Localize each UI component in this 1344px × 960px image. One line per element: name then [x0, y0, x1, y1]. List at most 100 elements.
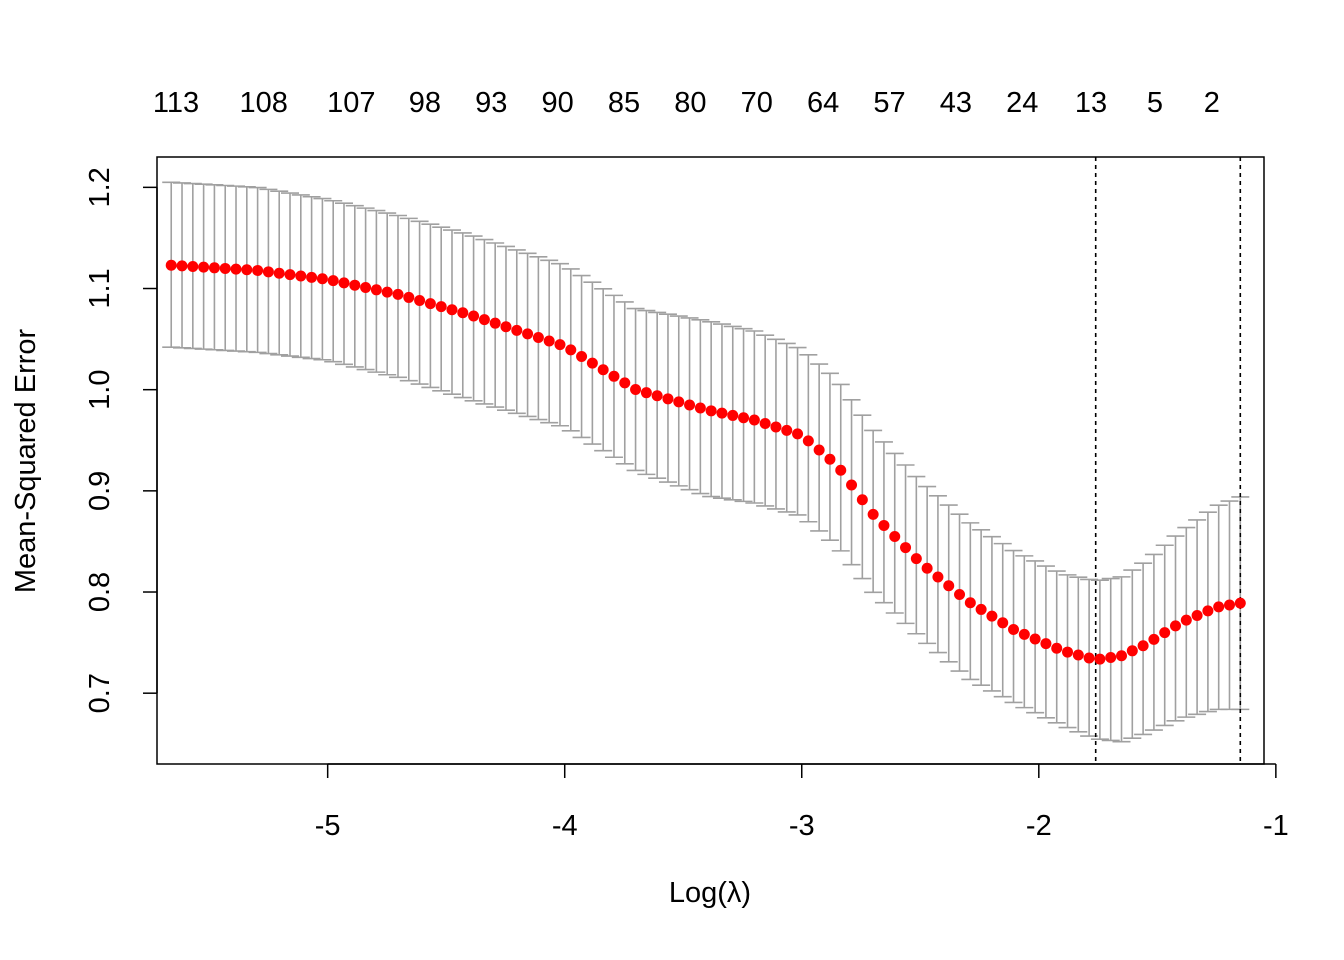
cv-point: [878, 519, 890, 531]
cv-point: [921, 562, 933, 574]
cv-point: [597, 364, 609, 376]
cv-point: [403, 291, 415, 303]
cv-point: [716, 407, 728, 419]
reference-lines: [1094, 157, 1242, 764]
cv-point: [511, 324, 523, 336]
top-axis-label: 107: [327, 87, 375, 119]
top-axis-label: 64: [807, 87, 839, 119]
cv-point: [360, 282, 372, 294]
cv-points: [165, 259, 1246, 665]
x-tick-label: -4: [552, 810, 578, 842]
cv-point: [1018, 628, 1030, 640]
cv-point: [1072, 649, 1084, 661]
cv-point: [802, 435, 814, 447]
cv-point: [1148, 633, 1160, 645]
cv-point: [284, 269, 296, 281]
cv-point: [662, 393, 674, 405]
cv-point: [1159, 627, 1171, 639]
cv-point: [1062, 646, 1074, 658]
cv-point: [640, 387, 652, 399]
cv-point: [262, 266, 274, 278]
top-axis-label: 93: [475, 87, 507, 119]
cv-point: [986, 610, 998, 622]
cv-point: [900, 542, 912, 554]
cv-point: [338, 277, 350, 289]
cv-point: [576, 350, 588, 362]
cv-point: [273, 267, 285, 279]
cv-point: [964, 597, 976, 609]
cv-point: [489, 317, 501, 329]
x-tick-label: -3: [789, 810, 815, 842]
cv-point: [1040, 638, 1052, 650]
cv-point: [349, 279, 361, 291]
top-axis-label: 24: [1006, 87, 1038, 119]
x-axis-label: Log(λ): [669, 877, 751, 909]
cv-point: [500, 321, 512, 333]
cv-point: [165, 259, 177, 271]
cv-point: [975, 603, 987, 615]
top-axis-label: 113: [153, 87, 199, 119]
cv-point: [1213, 601, 1225, 613]
x-tick-label: -5: [315, 810, 341, 842]
top-axis-label: 80: [674, 87, 706, 119]
cv-point: [478, 314, 490, 326]
cv-point: [532, 331, 544, 343]
cv-point: [1051, 642, 1063, 654]
cv-point: [856, 494, 868, 506]
top-axis-label: 43: [940, 87, 972, 119]
y-tick-label: 1.0: [84, 370, 116, 410]
y-axis: 0.7 0.8 0.9 1.0 1.1 1.2: [84, 167, 158, 713]
y-tick-label: 0.8: [84, 572, 116, 612]
cv-point: [1094, 653, 1106, 665]
cv-point: [619, 377, 631, 389]
cv-point: [586, 357, 598, 369]
cv-point: [1029, 633, 1041, 645]
cv-point: [414, 295, 426, 307]
top-axis-label: 2: [1204, 87, 1220, 119]
cv-point: [997, 617, 1009, 629]
cv-point: [446, 304, 458, 316]
cv-point: [835, 464, 847, 476]
cv-point: [943, 580, 955, 592]
y-tick-label: 0.7: [84, 673, 116, 713]
cv-point: [230, 263, 242, 275]
cv-point: [241, 264, 253, 276]
cv-point: [370, 284, 382, 296]
cv-point: [1191, 610, 1203, 622]
y-tick-label: 0.9: [84, 471, 116, 511]
cv-point: [565, 344, 577, 356]
top-axis-label: 5: [1147, 87, 1163, 119]
cv-point: [543, 335, 555, 347]
top-axis-label: 98: [409, 87, 441, 119]
cv-point: [554, 339, 566, 351]
y-tick-label: 1.2: [84, 167, 116, 207]
cv-point: [684, 399, 696, 411]
cv-point: [770, 421, 782, 433]
x-tick-label: -2: [1026, 810, 1052, 842]
cv-point: [910, 553, 922, 565]
cv-point: [738, 412, 750, 424]
cv-point: [1137, 640, 1149, 652]
top-axis-label: 90: [541, 87, 573, 119]
cv-point: [1170, 620, 1182, 632]
cv-point: [867, 508, 879, 520]
y-tick-label: 1.1: [84, 268, 116, 308]
x-axis: -5 -4 -3 -2 -1: [315, 763, 1289, 842]
cv-point: [727, 409, 739, 421]
top-axis-label: 57: [873, 87, 905, 119]
top-axis-label: 13: [1075, 87, 1107, 119]
cv-point: [759, 417, 771, 429]
cv-point: [522, 328, 534, 340]
cv-point: [327, 275, 339, 287]
cv-point: [608, 370, 620, 382]
top-axis-label: 85: [608, 87, 640, 119]
cv-point: [705, 405, 717, 417]
cv-point: [1116, 650, 1128, 662]
cv-point: [198, 261, 210, 273]
cv-point: [252, 264, 264, 276]
cv-point: [630, 384, 642, 396]
cv-point: [651, 390, 663, 402]
cv-point: [781, 424, 793, 436]
cv-point: [813, 444, 825, 456]
